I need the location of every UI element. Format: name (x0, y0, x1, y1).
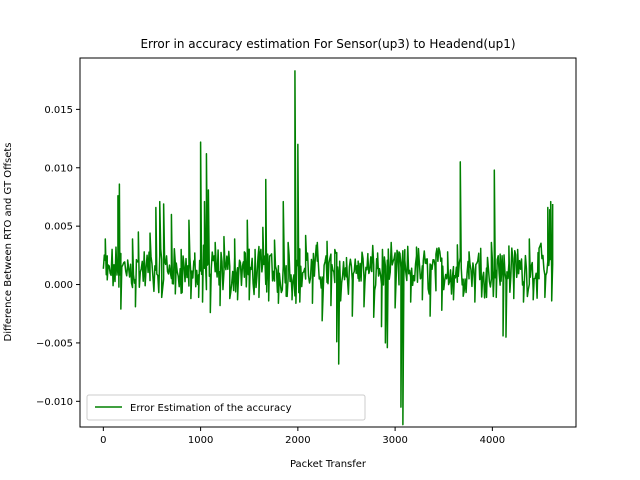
x-tick-label: 4000 (480, 435, 505, 446)
x-tick-label: 3000 (382, 435, 407, 446)
y-tick-label: 0.010 (44, 163, 73, 174)
y-tick-label: −0.010 (36, 397, 73, 408)
x-axis-label: Packet Transfer (290, 459, 367, 470)
x-axis: 0 1000 2000 3000 4000 (100, 427, 505, 446)
x-tick-label: 2000 (285, 435, 310, 446)
y-tick-label: 0.005 (44, 222, 73, 233)
y-tick-label: −0.005 (36, 338, 73, 349)
y-axis-label: Difference Between RTO and GT Offsets (3, 143, 14, 342)
legend: Error Estimation of the accuracy (86, 394, 366, 421)
series-line (102, 70, 554, 426)
x-tick-label: 0 (100, 435, 106, 446)
y-tick-label: 0.000 (44, 280, 73, 291)
x-tick-label: 1000 (188, 435, 213, 446)
y-tick-label: 0.015 (44, 105, 73, 116)
plot-frame (79, 57, 577, 428)
y-axis: −0.010 −0.005 0.000 0.005 0.010 0.015 (36, 105, 80, 408)
data-line-group (102, 70, 554, 426)
legend-label: Error Estimation of the accuracy (130, 403, 292, 414)
chart-title: Error in accuracy estimation For Sensor(… (140, 37, 515, 51)
legend-box (86, 394, 366, 421)
